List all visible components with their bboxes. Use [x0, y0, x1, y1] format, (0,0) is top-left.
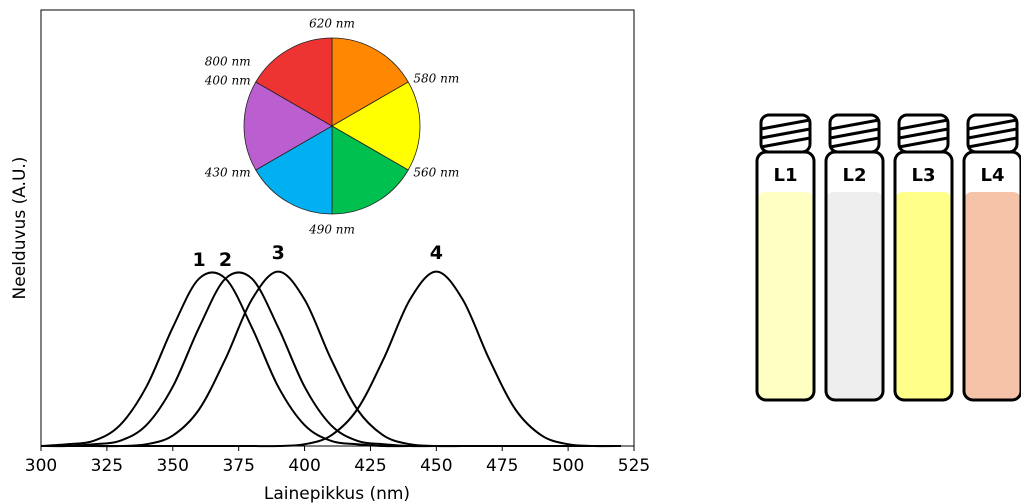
- series-label: 1: [193, 249, 206, 271]
- x-tick-label: 400: [288, 456, 320, 476]
- x-tick-label: 475: [486, 456, 518, 476]
- y-axis-label: Neelduvus (A.U.): [10, 157, 30, 300]
- x-tick-label: 425: [354, 456, 386, 476]
- x-tick-label: 500: [552, 456, 584, 476]
- wheel-label: 620 nm: [309, 17, 355, 31]
- vial-label: L3: [912, 165, 936, 186]
- series-label: 4: [430, 242, 443, 264]
- x-tick-label: 375: [222, 456, 254, 476]
- figure: Lainepikkus (nm) Neelduvus (A.U.) 300325…: [0, 0, 1021, 504]
- series-line: [41, 272, 621, 447]
- vial-liquid: [826, 192, 883, 400]
- vial-label: L1: [774, 165, 798, 186]
- wheel-label: 560 nm: [413, 166, 459, 180]
- x-tick-label: 350: [157, 456, 189, 476]
- page: Lainepikkus (nm) Neelduvus (A.U.) 300325…: [0, 0, 1021, 504]
- x-tick-label: 525: [618, 456, 650, 476]
- wheel-label: 490 nm: [308, 223, 355, 237]
- vial-liquid: [757, 192, 814, 400]
- vial-liquid: [964, 192, 1021, 400]
- series-label: 2: [219, 249, 232, 271]
- wheel-label: 800 nm: [205, 55, 251, 69]
- x-tick-label: 325: [91, 456, 123, 476]
- wheel-label: 400 nm: [204, 74, 251, 88]
- vial-label: L4: [981, 165, 1005, 186]
- wheel-label: 580 nm: [413, 72, 459, 86]
- wheel-label: 430 nm: [204, 166, 251, 180]
- vial-liquid: [895, 192, 952, 400]
- x-tick-label: 300: [25, 456, 57, 476]
- series-label: 3: [272, 242, 285, 264]
- x-tick-label: 450: [420, 456, 452, 476]
- vial-label: L2: [843, 165, 867, 186]
- x-axis-label: Lainepikkus (nm): [264, 484, 410, 504]
